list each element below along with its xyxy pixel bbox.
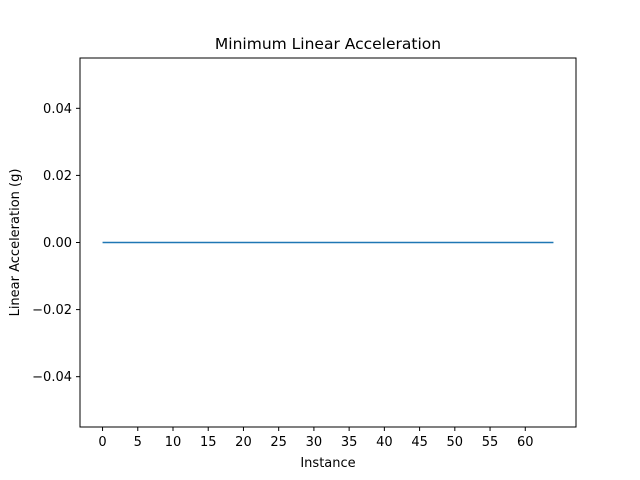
- x-tick-label-8: 40: [376, 435, 393, 450]
- y-tick-label-4: 0.04: [43, 102, 72, 117]
- x-tick-label-0: 0: [98, 435, 106, 450]
- x-tick-label-12: 60: [517, 435, 534, 450]
- x-axis-ticks: 0 5 10 15 20 25 30 35 40 45 50 55 60: [98, 427, 534, 450]
- y-axis-label: Linear Acceleration (g): [8, 169, 23, 317]
- x-tick-label-1: 5: [134, 435, 142, 450]
- x-tick-label-10: 50: [447, 435, 464, 450]
- y-axis-ticks: −0.04 −0.02 0.00 0.02 0.04: [32, 102, 80, 385]
- x-tick-label-3: 15: [200, 435, 217, 450]
- y-tick-label-1: −0.02: [32, 303, 72, 318]
- y-tick-label-3: 0.02: [43, 169, 72, 184]
- x-tick-label-4: 20: [235, 435, 252, 450]
- x-tick-label-7: 35: [341, 435, 358, 450]
- x-tick-label-9: 45: [411, 435, 428, 450]
- y-tick-label-2: 0.00: [43, 236, 72, 251]
- chart-title: Minimum Linear Acceleration: [215, 35, 441, 53]
- x-axis-label: Instance: [300, 456, 355, 471]
- plot-frame: [79, 57, 577, 428]
- x-tick-label-2: 10: [165, 435, 182, 450]
- y-tick-label-0: −0.04: [32, 370, 72, 385]
- x-tick-label-11: 55: [482, 435, 499, 450]
- x-tick-label-5: 25: [270, 435, 287, 450]
- x-tick-label-6: 30: [306, 435, 323, 450]
